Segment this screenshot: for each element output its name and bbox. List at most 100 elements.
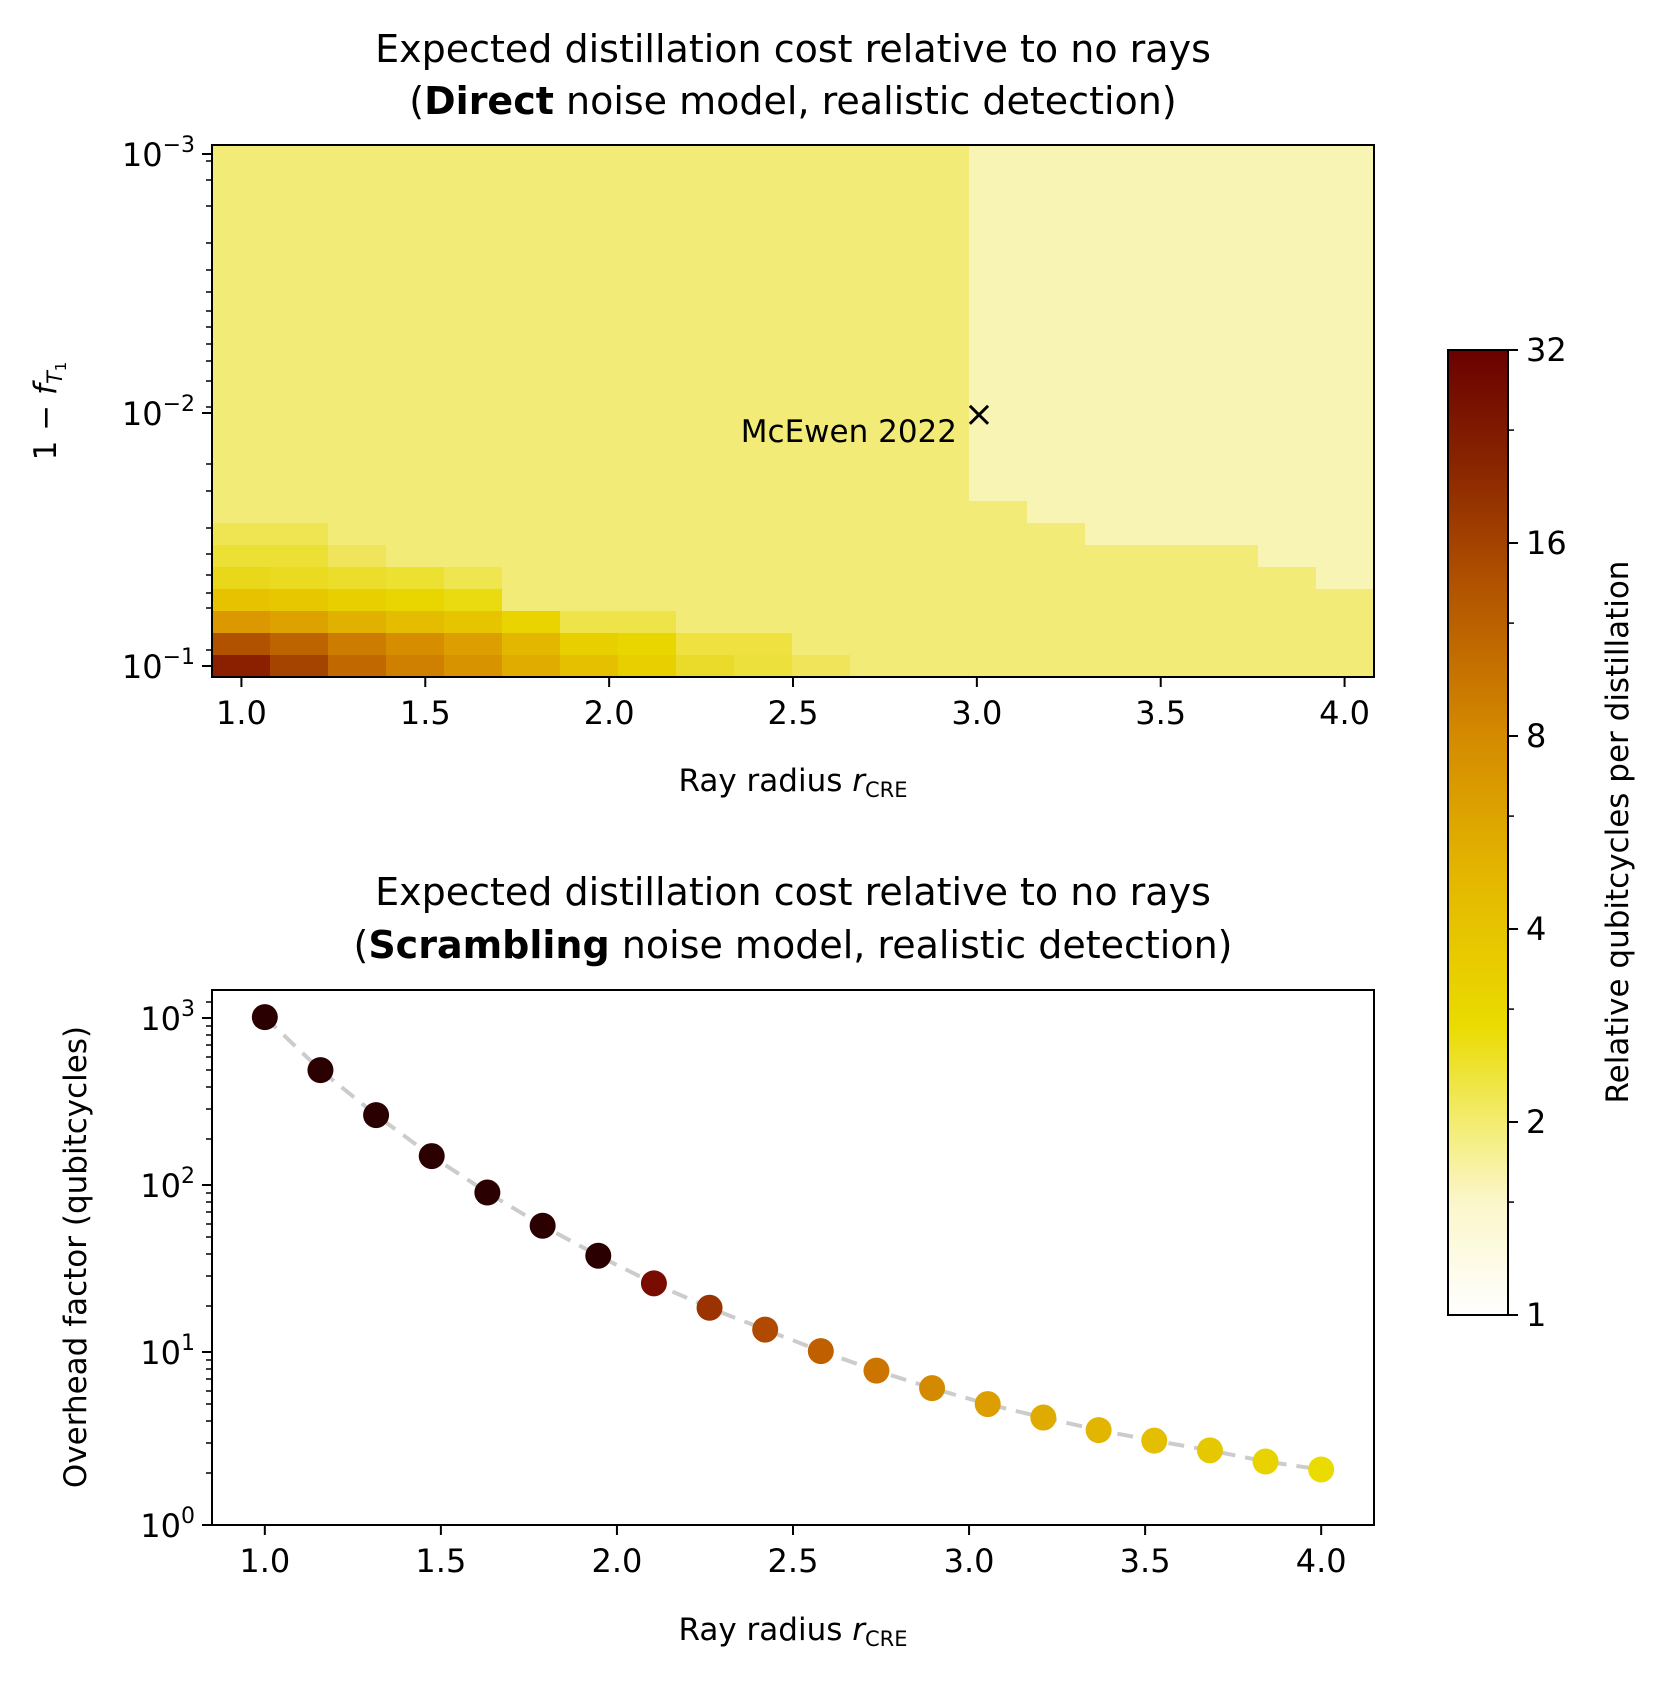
data-point [1308, 1456, 1335, 1483]
heatmap-cell [212, 633, 270, 655]
data-point [418, 1143, 445, 1170]
top-panel: Expected distillation cost relative to n… [28, 27, 1375, 802]
top-title-line2: (Direct noise model, realistic detection… [409, 79, 1176, 123]
heatmap-cell [676, 655, 734, 677]
heatmap-cell [212, 589, 270, 611]
heatmap-cell [386, 611, 444, 633]
data-point [307, 1057, 334, 1084]
top-x-axis-label: Ray radius rCRE [678, 763, 907, 802]
colorbar-tick-label: 16 [1526, 524, 1567, 562]
data-point [752, 1316, 779, 1343]
data-point [1030, 1404, 1057, 1431]
bottom-x-tick-label: 3.0 [944, 1542, 995, 1580]
data-point [363, 1102, 390, 1129]
top-x-tick-label: 1.5 [400, 694, 451, 732]
bottom-y-minor-ticks [206, 1001, 212, 1474]
heatmap-cell [270, 633, 328, 655]
top-y-axis-label: 1 − fT1 [28, 362, 70, 461]
bottom-y-tick-label: 101 [140, 1331, 195, 1372]
bottom-x-tick-label: 4.0 [1296, 1542, 1347, 1580]
heatmap-cell [444, 589, 502, 611]
heatmap-cell [444, 567, 502, 589]
heatmap-cells [212, 145, 1374, 677]
top-x-tick-label: 3.0 [951, 694, 1002, 732]
data-point [1085, 1417, 1112, 1444]
bottom-y-axis-label: Overhead factor (qubitcycles) [58, 1026, 94, 1488]
heatmap-cell [328, 589, 386, 611]
heatmap-cell [502, 655, 560, 677]
bottom-title-line1: Expected distillation cost relative to n… [375, 870, 1211, 914]
heatmap-cell [386, 655, 444, 677]
heatmap-cell [328, 567, 386, 589]
bottom-x-tick-label: 2.5 [768, 1542, 819, 1580]
top-y-tick-label: 10−3 [122, 133, 195, 174]
heatmap-cell [270, 655, 328, 677]
data-point [1196, 1437, 1223, 1464]
colorbar-ticks: 1 2 4 8 16 32 [1508, 331, 1567, 1334]
heatmap-cell [212, 523, 328, 545]
heatmap-cell [270, 567, 328, 589]
top-y-ticks: 10−3 10−2 10−1 [122, 133, 212, 686]
heatmap-cell [212, 611, 270, 633]
heatmap-cell [792, 655, 850, 677]
mcewen-label: McEwen 2022 [741, 414, 957, 450]
heatmap-cell [386, 567, 444, 589]
top-y-minor-ticks [206, 160, 212, 651]
top-y-tick-label: 10−2 [122, 392, 195, 433]
bottom-panel: Expected distillation cost relative to n… [58, 870, 1375, 1651]
colorbar-tick-label: 4 [1526, 910, 1546, 948]
mcewen-marker: × [964, 394, 994, 435]
heatmap-cell [502, 611, 560, 633]
colorbar-tick-label: 8 [1526, 717, 1546, 755]
heatmap-cell [560, 655, 618, 677]
bottom-title-line2: (Scrambling noise model, realistic detec… [353, 923, 1232, 967]
bottom-x-axis-label: Ray radius rCRE [678, 1612, 907, 1651]
heatmap-cell [618, 655, 676, 677]
heatmap-cell [444, 633, 502, 655]
data-point [696, 1294, 723, 1321]
data-point [807, 1338, 834, 1365]
heatmap-cell [1258, 567, 1316, 677]
heatmap-cell [328, 655, 386, 677]
heatmap-cell [502, 633, 560, 655]
top-y-tick-label: 10−1 [122, 645, 195, 686]
heatmap-cell [212, 655, 270, 677]
data-point [1141, 1427, 1168, 1454]
heatmap-cell [618, 633, 676, 655]
top-title-line1: Expected distillation cost relative to n… [375, 27, 1211, 71]
colorbar-tick-label: 32 [1526, 331, 1567, 369]
heatmap-cell [328, 545, 386, 567]
bottom-x-tick-label: 1.0 [239, 1542, 290, 1580]
top-x-tick-label: 3.5 [1135, 694, 1186, 732]
top-x-tick-label: 2.0 [584, 694, 635, 732]
heatmap-cell [969, 501, 1027, 677]
heatmap-cell [560, 611, 676, 633]
bottom-x-tick-label: 1.5 [415, 1542, 466, 1580]
top-x-ticks: 1.0 1.5 2.0 2.5 3.0 3.5 4.0 [216, 677, 1370, 732]
heatmap-cell [328, 633, 386, 655]
heatmap-cell [386, 633, 444, 655]
data-point [474, 1179, 501, 1206]
heatmap-cell [734, 655, 792, 677]
colorbar: 1 2 4 8 16 32 Relative qubitcycles per distil… [1447, 331, 1636, 1334]
data-point [529, 1212, 556, 1239]
bottom-y-tick-label: 100 [140, 1504, 195, 1545]
bottom-y-ticks: 100 101 102 103 [140, 997, 212, 1545]
heatmap-cell [444, 611, 502, 633]
bottom-x-tick-label: 2.0 [591, 1542, 642, 1580]
heatmap-cell [386, 589, 444, 611]
data-point [585, 1242, 612, 1269]
heatmap-cell [444, 655, 502, 677]
heatmap-cell [212, 545, 328, 567]
colorbar-gradient [1447, 349, 1509, 1316]
heatmap-cell [1085, 545, 1258, 677]
heatmap-cell [560, 633, 618, 655]
data-point [640, 1270, 667, 1297]
colorbar-label: Relative qubitcycles per distillation [1600, 561, 1636, 1104]
bottom-x-tick-label: 3.5 [1120, 1542, 1171, 1580]
heatmap-cell [1316, 589, 1374, 677]
bottom-x-ticks: 1.0 1.5 2.0 2.5 3.0 3.5 4.0 [239, 1525, 1347, 1580]
colorbar-tick-label: 1 [1526, 1296, 1546, 1334]
colorbar-tick-label: 2 [1526, 1103, 1546, 1141]
